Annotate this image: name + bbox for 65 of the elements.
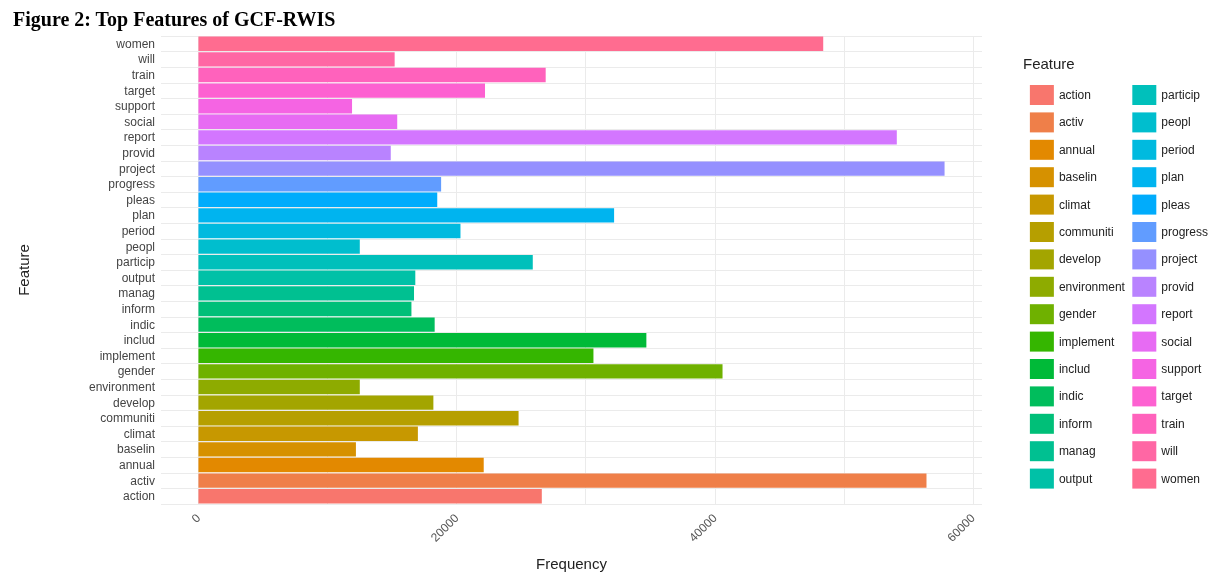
legend-label: particip <box>1161 88 1201 102</box>
y-tick-label: report <box>123 130 156 145</box>
y-tick-label: manag <box>118 286 155 301</box>
legend-label: action <box>1058 88 1091 102</box>
legend-label: develop <box>1058 252 1102 267</box>
y-tick-label: inform <box>121 302 155 316</box>
legend-label: activ <box>1058 115 1084 130</box>
y-tick-label: women <box>115 36 155 51</box>
y-tick-label: baselin <box>116 442 155 457</box>
y-tick-label: period <box>121 224 155 238</box>
y-tick-label: includ <box>123 333 155 348</box>
legend-label: implement <box>1058 334 1115 349</box>
legend-label: communiti <box>1058 225 1114 239</box>
y-tick-label: train <box>131 68 155 82</box>
y-tick-label: develop <box>112 395 156 410</box>
y-axis-title: Feature <box>15 244 32 296</box>
legend-label: pleas <box>1161 197 1190 212</box>
y-tick-label: particip <box>116 255 156 270</box>
y-tick-label: provid <box>122 146 155 160</box>
legend-label: annual <box>1058 142 1095 157</box>
y-tick-label: social <box>124 114 155 129</box>
legend-label: indic <box>1058 389 1084 404</box>
y-tick-label: progress <box>108 177 155 192</box>
x-axis-title: Frequency <box>536 555 608 572</box>
legend-label: gender <box>1058 307 1097 322</box>
legend-label: project <box>1161 252 1198 267</box>
legend-label: support <box>1161 362 1202 376</box>
y-tick-label: output <box>121 270 156 285</box>
y-tick-label: environment <box>88 380 156 394</box>
legend-label: target <box>1161 389 1193 404</box>
legend-label: plan <box>1161 170 1184 185</box>
legend-label: provid <box>1161 279 1194 294</box>
legend-label: inform <box>1058 416 1093 431</box>
legend-label: progress <box>1161 225 1208 239</box>
legend-label: peopl <box>1161 115 1191 130</box>
legend-label: baselin <box>1058 170 1097 185</box>
y-tick-label: plan <box>132 208 155 223</box>
y-tick-label: action <box>122 489 155 504</box>
y-tick-label: peopl <box>125 239 155 254</box>
legend-label: includ <box>1058 362 1091 376</box>
y-tick-label: annual <box>118 458 155 472</box>
y-tick-label: gender <box>117 364 155 379</box>
legend-label: women <box>1160 471 1200 486</box>
legend-title: Feature <box>1023 55 1075 72</box>
chart-title: Figure 2: Top Features of GCF-RWIS <box>13 8 336 31</box>
y-tick-label: climat <box>123 426 156 441</box>
legend-label: will <box>1160 444 1178 459</box>
legend-label: environment <box>1058 279 1126 294</box>
legend-label: social <box>1161 334 1192 349</box>
y-tick-label: will <box>137 52 155 67</box>
legend-label: manag <box>1058 444 1096 459</box>
y-tick-label: pleas <box>126 192 155 207</box>
y-tick-label: indic <box>130 317 155 332</box>
legend-label: report <box>1161 307 1194 322</box>
y-tick-label: target <box>124 83 156 98</box>
y-tick-label: communiti <box>100 411 155 426</box>
legend-label: climat <box>1058 197 1091 212</box>
y-tick-label: implement <box>99 348 156 363</box>
legend-label: period <box>1161 142 1195 157</box>
legend-label: output <box>1058 471 1093 486</box>
y-tick-label: activ <box>130 473 155 488</box>
legend-label: train <box>1161 416 1185 431</box>
y-tick-label: support <box>114 99 156 114</box>
x-tick-label: 0 <box>188 510 204 526</box>
y-tick-label: project <box>118 161 156 176</box>
